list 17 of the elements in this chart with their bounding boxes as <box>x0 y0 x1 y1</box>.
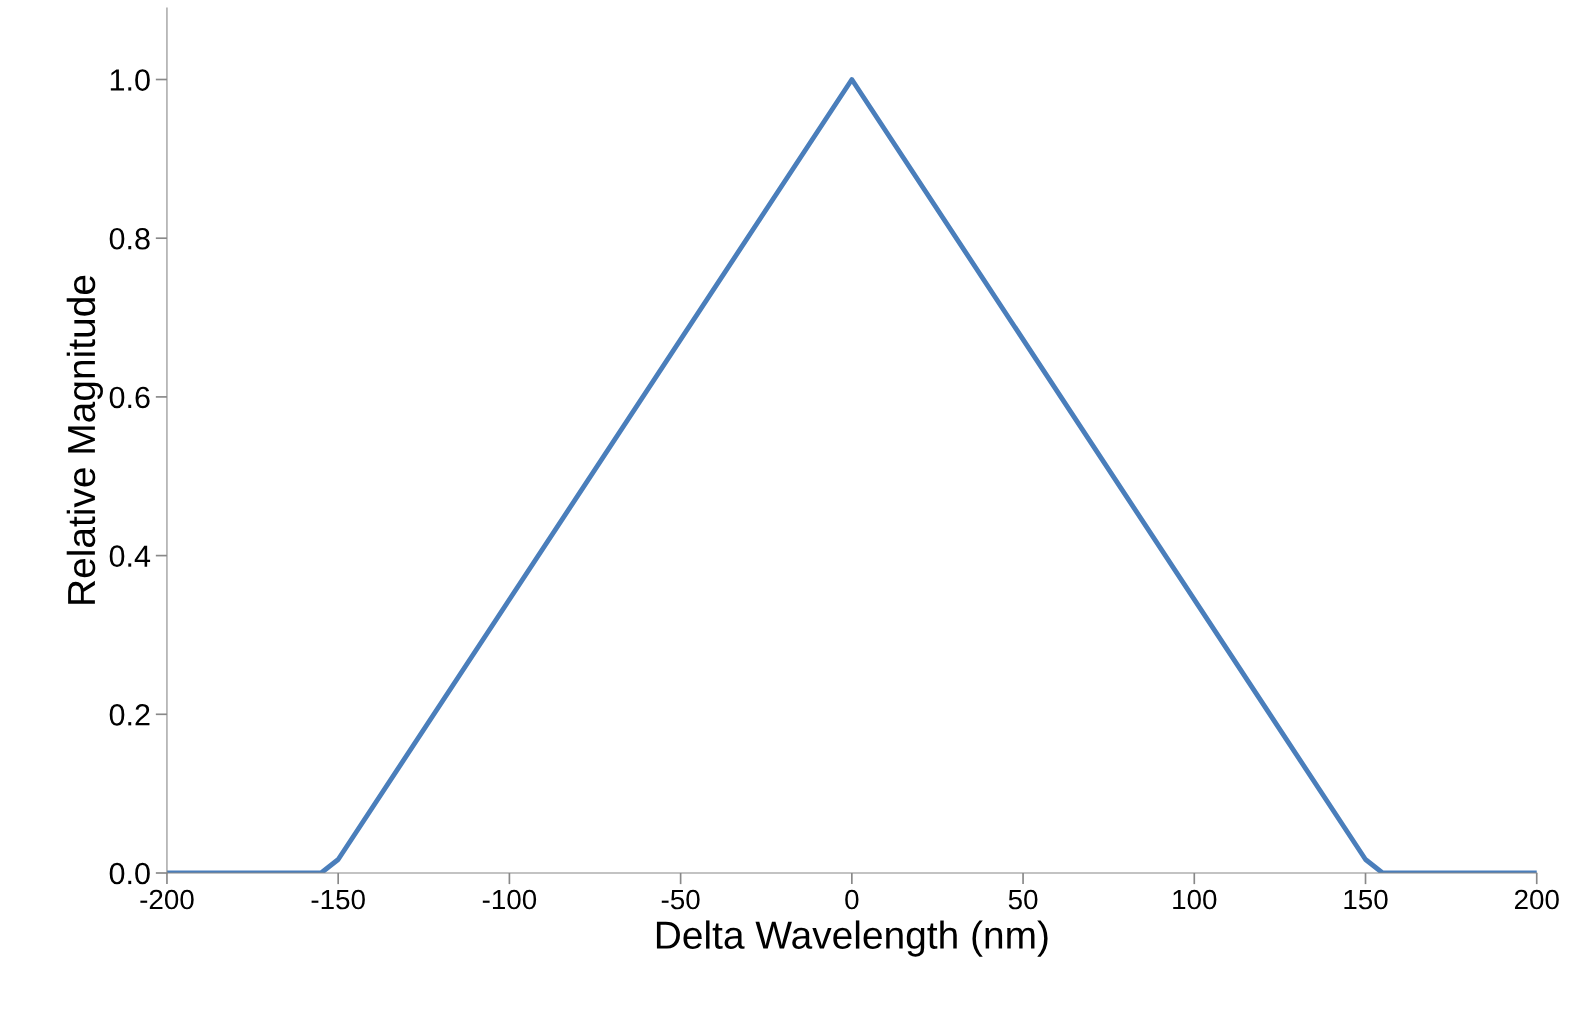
x-tick-label: -200 <box>140 889 194 910</box>
y-tick-label: 0.0 <box>109 862 150 885</box>
y-tick-label: 1.0 <box>110 69 150 91</box>
x-tick-label: -150 <box>311 889 365 910</box>
x-tick-label: 100 <box>1173 889 1217 910</box>
x-tick-label: 150 <box>1344 889 1388 910</box>
y-tick-label: 0.8 <box>109 227 150 250</box>
x-tick-label: 0 <box>845 889 859 910</box>
x-tick-label: -50 <box>661 889 700 910</box>
x-tick-label: 50 <box>1008 889 1038 910</box>
y-tick-label: 0.4 <box>109 545 151 567</box>
x-tick-label: 200 <box>1514 889 1559 910</box>
y-axis-title: Relative Magnitude <box>66 275 103 604</box>
x-tick-label: -100 <box>482 889 537 910</box>
x-axis-title: Delta Wavelength (nm) <box>656 920 1048 957</box>
y-tick-label: 0.6 <box>109 386 150 409</box>
y-tick-label: 0.2 <box>109 704 150 726</box>
